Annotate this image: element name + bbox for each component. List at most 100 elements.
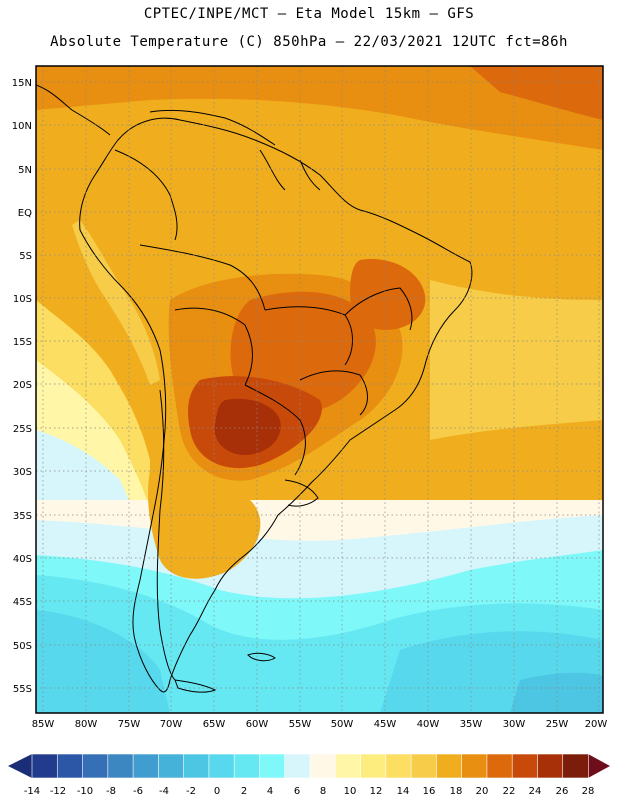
border-brazil-states-3 [299,370,368,416]
colorbar-label: 0 [214,786,220,797]
lon-label: 40W [417,719,440,730]
border-brazil-states-2 [344,287,413,331]
colorbar-box [31,753,58,779]
colorbar-box [259,753,286,779]
colorbar-label: 28 [582,786,595,797]
colorbar-label: 22 [503,786,516,797]
lat-label: 55S [13,684,32,695]
colorbar-label: 26 [556,786,569,797]
colorbar-box [208,753,235,779]
field-se-colder [510,672,603,713]
colorbar-label: -4 [159,786,169,797]
lat-label: 15S [13,337,32,348]
central-america-coast [36,84,111,136]
colorbar-label: 12 [370,786,383,797]
colorbar-label: 18 [450,786,463,797]
colorbar-box [461,753,488,779]
colorbar-label: -2 [186,786,196,797]
lat-label: 5N [18,165,32,176]
lon-label: 30W [503,719,526,730]
colorbar-box [158,753,185,779]
lon-label: 85W [32,719,55,730]
graticule [36,66,603,713]
map-title: CPTEC/INPE/MCT – Eta Model 15km – GFS [143,6,475,22]
colorbar-label: -8 [106,786,116,797]
lon-label: 25W [546,719,569,730]
border-bolivia [174,307,253,386]
lat-label: 15N [12,78,32,89]
colorbar-box [360,753,387,779]
lat-label: 45S [13,597,32,608]
colorbar-box [107,753,134,779]
lon-label: 45W [374,719,397,730]
lat-label: 10N [12,121,32,132]
field-land-hottest [214,398,281,455]
lon-label: 20W [585,719,608,730]
border-colombia-venezuela [114,149,178,241]
colorbar-label: -14 [24,786,40,797]
colorbar-label: 2 [241,786,247,797]
colorbar-labels: -14 -12 -10 -8 -6 -4 -2 0 2 4 6 8 10 12 … [24,786,595,797]
colorbar-label: 16 [423,786,436,797]
coastlines [36,84,473,693]
colorbar-label: 4 [267,786,273,797]
colorbar-low-arrow [8,754,32,778]
colorbar-label: 8 [320,786,326,797]
colorbar-box [132,753,159,779]
map-subtitle: Absolute Temperature (C) 850hPa – 22/03/… [50,34,568,50]
colorbar-label: -10 [77,786,93,797]
lon-label: 70W [160,719,183,730]
colorbar-label: 6 [294,786,300,797]
colorbar-box [309,753,336,779]
lat-label: 25S [13,424,32,435]
lat-label: 30S [13,467,32,478]
colorbar-label: 14 [397,786,410,797]
border-argentina-chile [156,389,176,681]
border-guianas [259,149,321,191]
lon-label: 75W [118,719,141,730]
border-uruguay [284,479,319,507]
lat-label: 5S [19,251,32,262]
lon-label: 35W [460,719,483,730]
border-peru-brazil [139,244,266,311]
lon-label: 50W [331,719,354,730]
south-america-coast [79,117,473,693]
lat-label: 20S [13,380,32,391]
colorbar-box [537,753,564,779]
field-ne-brazil-hot [350,259,426,330]
colorbar-box [233,753,261,779]
field-north-warm [36,66,603,150]
map-frame [35,65,604,714]
colorbar-boxes [31,753,589,779]
temperature-field [36,66,603,713]
border-brazil-paraguay [244,384,306,476]
field-andes [72,220,160,385]
field-sw-cold [36,610,170,713]
lat-label: EQ [18,208,32,219]
colorbar-label: -6 [133,786,143,797]
caribbean-coast [149,109,276,146]
colorbar-label: 10 [344,786,357,797]
falklands [247,652,276,662]
field-atlantic-east [430,280,603,440]
colorbar-label: 24 [529,786,542,797]
tierra-del-fuego [174,679,217,693]
colorbar-high-arrow [588,754,610,778]
colorbar-box [511,753,539,779]
colorbar-box [284,753,311,779]
colorbar: -14 -12 -10 -8 -6 -4 -2 0 2 4 6 8 10 12 … [8,753,610,797]
field-patagonia [148,470,261,579]
colorbar-label: -12 [50,786,66,797]
colorbar-box [385,753,412,779]
colorbar-box [486,753,513,779]
colorbar-box [82,753,109,779]
field-nw-warm [36,66,140,92]
colorbar-box [334,753,362,779]
colorbar-box [436,753,463,779]
lon-label: 80W [75,719,98,730]
border-brazil-states-1 [264,306,353,366]
lon-label: 60W [246,719,269,730]
colorbar-box [410,753,437,779]
lon-label: 65W [203,719,226,730]
